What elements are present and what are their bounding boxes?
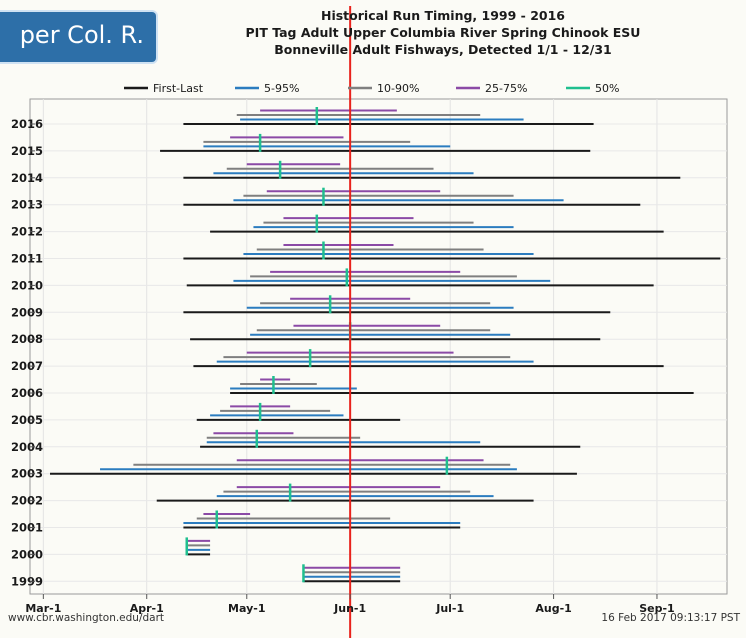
y-tick-label: 2002 [11,494,43,508]
legend-label: 50% [595,82,619,95]
y-tick-label: 2001 [11,521,43,535]
range-bars [50,107,721,583]
legend-label: First-Last [153,82,204,95]
x-tick-label: Apr-1 [130,602,164,615]
legend-label: 10-90% [377,82,419,95]
y-tick-label: 2016 [11,117,43,131]
region-badge: per Col. R. [0,10,158,64]
y-tick-label: 2014 [11,171,43,185]
legend-label: 5-95% [264,82,299,95]
y-tick-label: 2013 [11,198,43,212]
y-tick-label: 2004 [11,440,43,454]
y-tick-label: 2012 [11,225,43,239]
y-tick-label: 2003 [11,467,43,481]
legend: First-Last 5-95% 10-90% 25-75% 50% [124,82,619,95]
y-tick-label: 2010 [11,278,43,292]
x-tick-label: Mar-1 [25,602,61,615]
y-tick-label: 2008 [11,332,43,346]
y-tick-label: 2011 [11,252,43,266]
chart-subtitle-2: Bonneville Adult Fishways, Detected 1/1 … [274,42,612,57]
y-tick-label: 2000 [11,547,43,561]
x-tick-label: Sep-1 [639,602,674,615]
legend-label: 25-75% [485,82,527,95]
chart-subtitle: PIT Tag Adult Upper Columbia River Sprin… [245,25,641,40]
y-tick-label: 2006 [11,386,43,400]
y-tick-label: 2009 [11,305,43,319]
source-url: www.cbr.washington.edu/dart [8,612,165,624]
x-tick-label: Jun-1 [333,602,366,615]
generated-timestamp: 16 Feb 2017 09:13:17 PST [601,612,740,624]
region-badge-text: per Col. R. [19,21,144,49]
y-axis-labels: 2016 2015 2014 2013 2012 2011 2010 2009 2008 2007… [11,117,43,588]
x-axis: Mar-1 Apr-1 May-1 Jun-1 Jul-1 Aug-1 Sep-1 [25,594,675,615]
plot-border [29,98,728,595]
x-tick-label: May-1 [228,602,265,615]
x-tick-label: Aug-1 [535,602,571,615]
y-tick-label: 2007 [11,359,43,373]
x-tick-label: Jul-1 [435,602,464,615]
y-tick-label: 2015 [11,144,43,158]
y-tick-label: 1999 [11,574,43,588]
chart-title: Historical Run Timing, 1999 - 2016 [321,8,565,23]
y-tick-label: 2005 [11,413,43,427]
